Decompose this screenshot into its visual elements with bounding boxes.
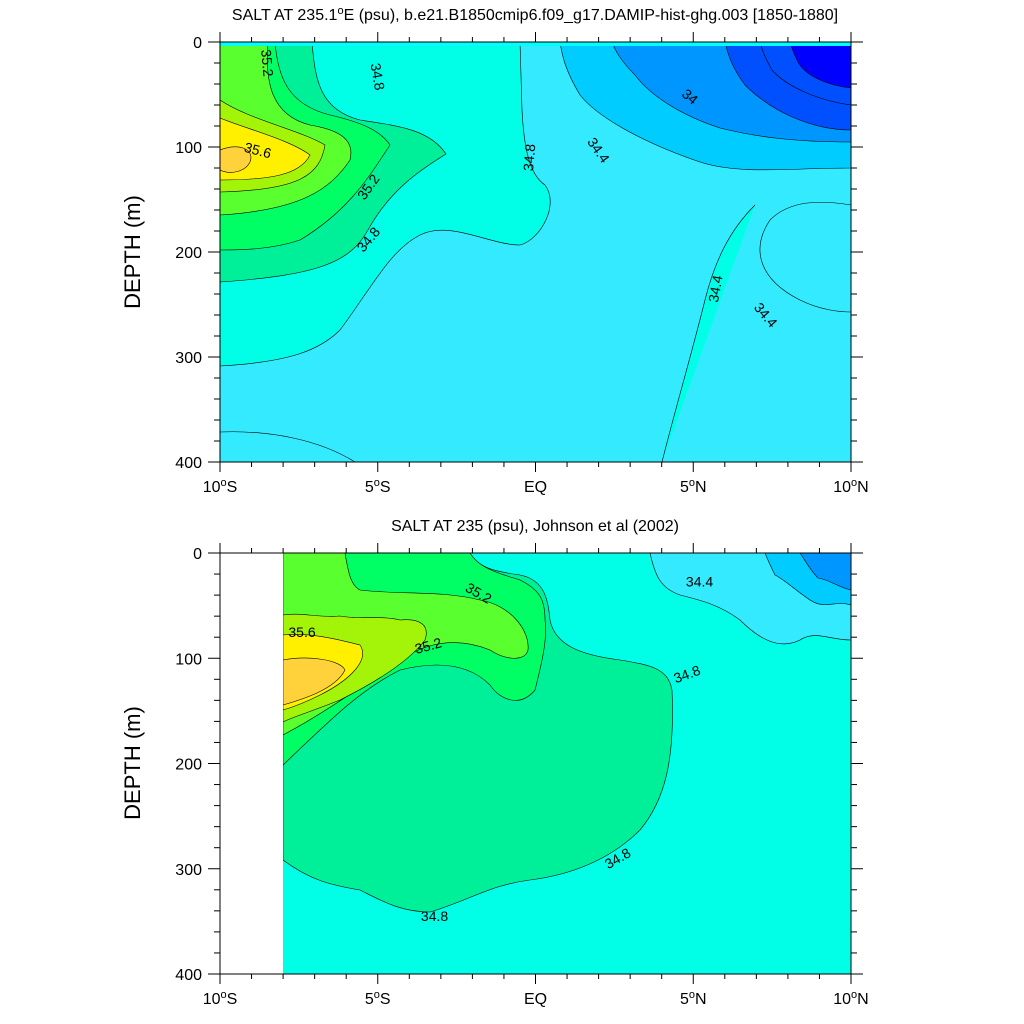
contour-label: 34.4: [686, 573, 713, 589]
y-tick-label: 200: [175, 245, 202, 262]
fill-level-34.2-b: [799, 553, 851, 591]
contour-fill-top: [220, 42, 851, 462]
fill-level-34.6-east: [661, 204, 756, 462]
x-axis-top: 10oS 5oS EQ 5oN 10oN: [203, 32, 869, 496]
y-tick-label: 100: [175, 651, 202, 668]
x-tick-label: EQ: [524, 991, 547, 1008]
contour-label: 35.2: [413, 634, 444, 657]
x-tick-label: 10oN: [833, 477, 868, 496]
y-tick-label: 0: [193, 546, 202, 563]
contour-label: 35.6: [243, 139, 274, 162]
fill-deep-ne: [759, 201, 851, 313]
fill-level-35.8-b: [282, 657, 346, 706]
chart-title-bottom: SALT AT 235 (psu), Johnson et al (2002): [391, 518, 679, 535]
y-tick-label: 300: [175, 862, 202, 879]
y-tick-label: 300: [175, 350, 202, 367]
contour-fill-bottom: [282, 553, 851, 974]
contour-label: 34.8: [368, 62, 389, 92]
contour-label: 34.4: [705, 274, 726, 304]
x-tick-label: 5oS: [365, 477, 391, 496]
y-tick-label: 100: [175, 140, 202, 157]
y-axis-bottom: 0 100 200 300 400: [175, 546, 863, 984]
x-tick-label: 10oN: [833, 989, 868, 1008]
y-axis-top: 0 100 200 300 400: [175, 35, 863, 472]
x-tick-label: 5oS: [365, 989, 391, 1008]
x-tick-label: 10oS: [203, 477, 238, 496]
surface-band-top: [220, 42, 851, 46]
contour-label: 34.8: [421, 908, 448, 924]
x-tick-label: 5oN: [680, 989, 707, 1008]
x-tick-label: 10oS: [203, 989, 238, 1008]
y-tick-label: 0: [193, 35, 202, 52]
no-data-strip: [220, 553, 283, 974]
x-tick-label: EQ: [524, 479, 547, 496]
panel-top: SALT AT 235.1oE (psu), b.e21.B1850cmip6.…: [120, 5, 869, 496]
y-tick-label: 400: [175, 967, 202, 984]
x-axis-bottom: 10oS 5oS EQ 5oN 10oN: [203, 543, 869, 1008]
panel-bottom: SALT AT 235 (psu), Johnson et al (2002) …: [120, 518, 869, 1008]
y-tick-label: 400: [175, 455, 202, 472]
contour-label: 35.6: [288, 624, 315, 640]
x-tick-label: 5oN: [680, 477, 707, 496]
contour-label: 35.2: [258, 49, 276, 78]
chart-title-top: SALT AT 235.1oE (psu), b.e21.B1850cmip6.…: [232, 5, 838, 24]
fill-level-33.4: [789, 42, 851, 89]
y-tick-label: 200: [175, 757, 202, 774]
y-axis-label-bottom: DEPTH (m): [120, 706, 145, 820]
contour-label: 34.8: [520, 143, 538, 172]
y-axis-label-top: DEPTH (m): [120, 195, 145, 309]
fill-level-35.8: [220, 146, 252, 173]
